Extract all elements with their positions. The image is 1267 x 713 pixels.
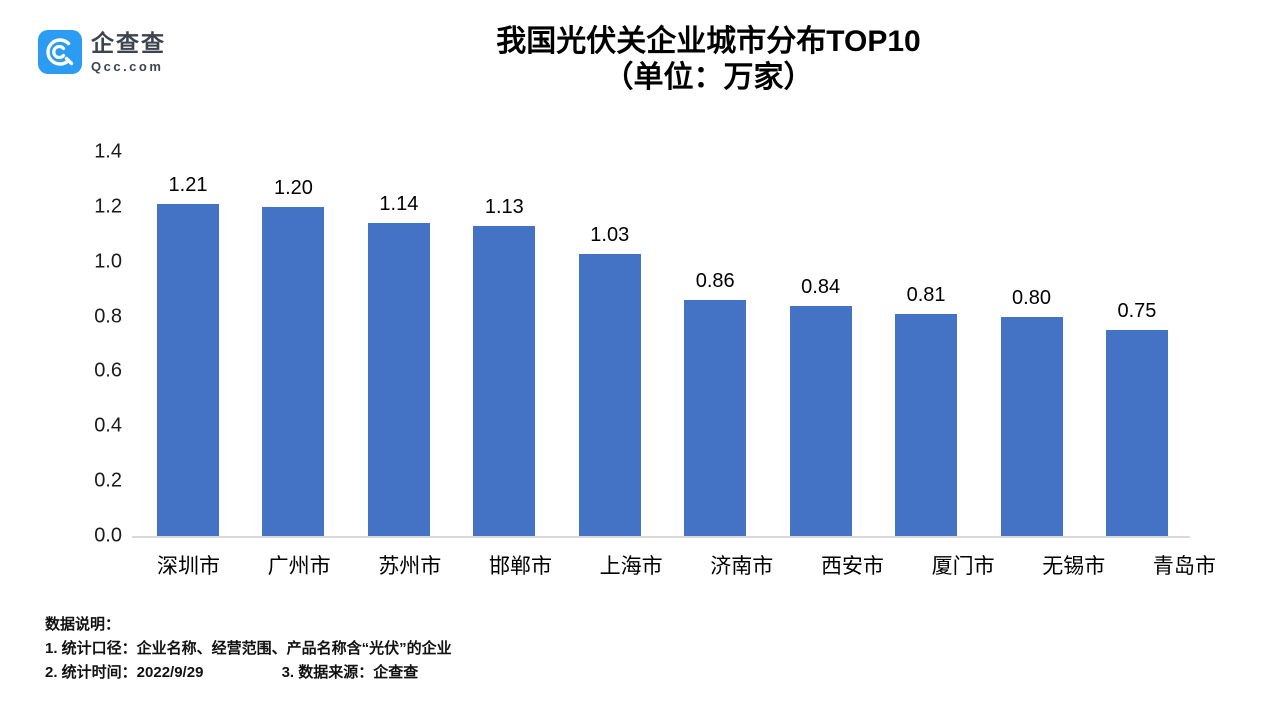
bar-column: 0.84 [789,152,852,536]
y-axis-tick-label: 0.4 [94,414,122,437]
bar-column: 1.13 [473,152,536,536]
chart-title: 我国光伏关企业城市分布TOP10 （单位：万家） [150,24,1267,96]
bars: 1.21 1.20 1.14 1.13 1.03 0.86 0.84 0.81 0.80 0.75 [132,152,1190,536]
bar-column: 1.21 [157,152,219,536]
y-axis-tick-label: 1.0 [94,250,122,273]
bar [684,300,747,536]
footnote-line2: 2. 统计时间：2022/9/29 3. 数据来源：企查查 [45,661,452,685]
bar-value-label: 1.13 [484,196,524,219]
x-axis-label: 广州市 [267,555,331,578]
bar-column: 1.20 [262,152,325,536]
chart-title-line2: （单位：万家） [603,61,814,94]
footnote-heading: 数据说明： [45,616,121,633]
bar-value-label: 1.14 [379,193,419,216]
bar [157,204,219,536]
qcc-logo: 企查查 Qcc.com [38,30,166,74]
bar [262,206,325,536]
bar [367,223,430,536]
footnote-line1: 1. 统计口径：企业名称、经营范围、产品名称含“光伏”的企业 [45,640,452,657]
bar-value-label: 1.03 [590,223,630,246]
bar-column: 1.14 [367,152,430,536]
qcc-logo-icon [38,30,82,74]
qcc-brand-name: 企查查 [91,29,166,56]
x-axis-label: 苏州市 [378,555,442,578]
y-axis-tick-label: 0.0 [94,524,122,547]
bar-value-label: 0.75 [1117,300,1157,323]
y-axis-tick-label: 1.2 [94,195,122,218]
bar-value-label: 0.81 [906,283,946,306]
footnote-stat-time: 2. 统计时间：2022/9/29 [45,664,204,681]
y-axis: 0.0 0.2 0.4 0.6 0.8 1.0 1.2 1.4 [58,141,122,547]
x-axis-label: 厦门市 [931,555,995,578]
bar-value-label: 0.86 [695,270,735,293]
y-axis-tick-label: 0.2 [94,469,122,492]
x-axis-label: 无锡市 [1042,555,1106,578]
bar [1000,316,1063,536]
x-axis-label: 济南市 [710,555,774,578]
bar-column: 0.75 [1105,152,1168,536]
bar-column: 0.80 [1000,152,1063,536]
qcc-logo-text: 企查查 Qcc.com [91,29,166,74]
qcc-brand-domain: Qcc.com [91,58,164,74]
x-axis-label: 邯郸市 [488,555,552,578]
bar-column: 0.81 [895,152,958,536]
x-axis-label: 深圳市 [157,555,220,578]
plot-area: 1.21 1.20 1.14 1.13 1.03 0.86 0.84 0.81 0.80 0.75 [132,152,1190,538]
y-axis-tick-label: 1.4 [94,140,122,163]
x-axis-label: 上海市 [599,555,663,578]
footnote: 数据说明： 1. 统计口径：企业名称、经营范围、产品名称含“光伏”的企业 2. … [45,613,452,685]
bar [473,226,536,536]
x-axis-label: 西安市 [820,555,884,578]
chart-title-line1: 我国光伏关企业城市分布TOP10 [496,25,921,58]
x-axis-label: 青岛市 [1152,555,1216,578]
bar [789,305,852,536]
bar-value-label: 1.21 [168,174,208,197]
bar [578,253,641,536]
bar-value-label: 1.20 [273,176,313,199]
bar-value-label: 0.84 [801,275,841,298]
bar-value-label: 0.80 [1012,286,1051,309]
y-axis-tick-label: 0.6 [94,359,122,382]
bar-column: 1.03 [578,152,641,536]
x-axis-labels: 深圳市 广州市 苏州市 邯郸市 上海市 济南市 西安市 厦门市 无锡市 青岛市 [132,550,1237,580]
y-axis-tick-label: 0.8 [94,305,122,328]
bar [895,313,958,536]
footnote-data-source: 3. 数据来源：企查查 [281,664,419,681]
bar [1105,330,1168,536]
bar-column: 0.86 [684,152,747,536]
